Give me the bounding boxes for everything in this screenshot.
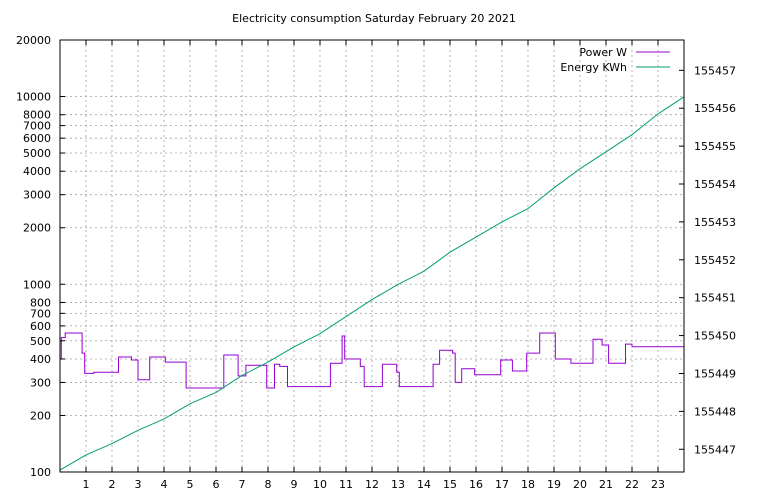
x-tick-label: 23: [651, 478, 665, 491]
x-tick-label: 2: [109, 478, 116, 491]
x-tick-label: 21: [599, 478, 613, 491]
x-tick-label: 6: [213, 478, 220, 491]
y-left-tick-label: 6000: [23, 132, 51, 145]
y-right-tick-label: 155452: [694, 254, 736, 267]
y-left-tick-label: 3000: [23, 189, 51, 202]
legend-label-power-w: Power W: [579, 46, 627, 59]
y-right-tick-label: 155451: [694, 292, 736, 305]
x-tick-label: 11: [339, 478, 353, 491]
x-tick-label: 18: [521, 478, 535, 491]
x-tick-label: 9: [291, 478, 298, 491]
x-tick-label: 10: [313, 478, 327, 491]
y-right-tick-label: 155457: [694, 64, 736, 77]
x-tick-label: 22: [625, 478, 639, 491]
y-left-tick-label: 2000: [23, 222, 51, 235]
y-left-tick-label: 700: [30, 307, 51, 320]
y-right-tick-label: 155447: [694, 443, 736, 456]
y-left-tick-label: 4000: [23, 165, 51, 178]
legend: Power W Energy KWh: [560, 46, 670, 74]
y-left-tick-label: 100: [30, 466, 51, 479]
legend-label-energy-kwh: Energy KWh: [560, 61, 627, 74]
y-right-tick-label: 155450: [694, 330, 736, 343]
y-left-tick-label: 5000: [23, 147, 51, 160]
x-tick-label: 1: [83, 478, 90, 491]
y-left-tick-label: 300: [30, 376, 51, 389]
y-left-tick-label: 800: [30, 296, 51, 309]
ticks-layer: 1 2 3 4 5 6 7 8 9 10 11 12 13 14 15 16 17 18 19 20 21 22 23100…: [16, 34, 736, 491]
y-left-tick-label: 1000: [23, 278, 51, 291]
x-tick-label: 17: [495, 478, 509, 491]
y-left-tick-label: 600: [30, 320, 51, 333]
x-tick-label: 12: [365, 478, 379, 491]
x-tick-label: 19: [547, 478, 561, 491]
series-line-energy-kwh: [59, 96, 685, 471]
x-tick-label: 3: [135, 478, 142, 491]
chart-title: Electricity consumption Saturday Februar…: [232, 12, 516, 25]
y-right-tick-label: 155455: [694, 140, 736, 153]
series-line-power-w: [60, 332, 684, 389]
y-left-tick-label: 7000: [23, 120, 51, 133]
y-left-tick-label: 500: [30, 335, 51, 348]
series-layer: [59, 96, 685, 471]
x-tick-label: 16: [469, 478, 483, 491]
y-left-tick-label: 8000: [23, 109, 51, 122]
grid-layer: [60, 39, 684, 473]
x-tick-label: 8: [265, 478, 272, 491]
y-right-tick-label: 155449: [694, 367, 736, 380]
x-tick-label: 20: [573, 478, 587, 491]
x-tick-label: 15: [443, 478, 457, 491]
y-left-tick-label: 200: [30, 409, 51, 422]
x-tick-label: 13: [391, 478, 405, 491]
x-tick-label: 5: [187, 478, 194, 491]
y-right-tick-label: 155454: [694, 178, 736, 191]
x-tick-label: 14: [417, 478, 431, 491]
y-left-tick-label: 10000: [16, 91, 51, 104]
x-tick-label: 4: [161, 478, 168, 491]
y-left-tick-label: 20000: [16, 34, 51, 47]
y-right-tick-label: 155448: [694, 405, 736, 418]
y-right-tick-label: 155456: [694, 102, 736, 115]
y-right-tick-label: 155453: [694, 216, 736, 229]
y-left-tick-label: 400: [30, 353, 51, 366]
x-tick-label: 7: [239, 478, 246, 491]
